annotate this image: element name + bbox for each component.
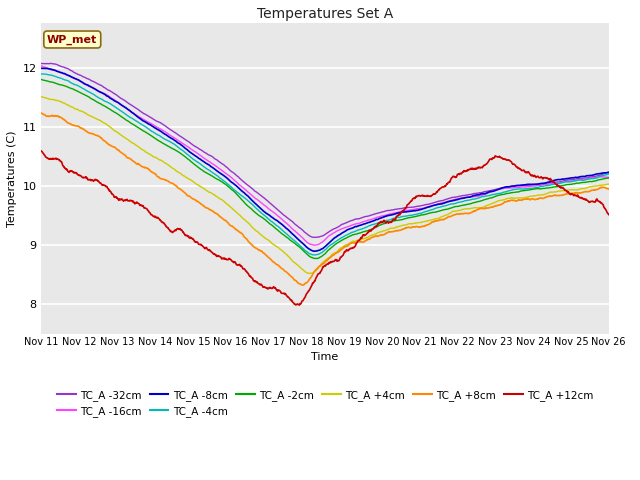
TC_A -32cm (105, 87, 113, 93)
TC_A +4cm (81, 110, 89, 116)
Y-axis label: Temperatures (C): Temperatures (C) (7, 131, 17, 227)
TC_A -4cm (81, 87, 89, 93)
TC_A -2cm (314, 256, 321, 262)
TC_A -4cm (278, 227, 286, 233)
TC_A -16cm (605, 174, 612, 180)
TC_A -8cm (361, 221, 369, 227)
Line: TC_A +8cm: TC_A +8cm (42, 113, 609, 285)
TC_A -4cm (605, 171, 612, 177)
TC_A +8cm (290, 276, 298, 282)
TC_A -32cm (38, 60, 45, 66)
Line: TC_A -16cm: TC_A -16cm (42, 66, 609, 245)
TC_A +8cm (104, 142, 112, 147)
TC_A -2cm (605, 175, 612, 181)
TC_A -32cm (47, 60, 55, 66)
TC_A +4cm (300, 268, 308, 274)
Text: WP_met: WP_met (47, 35, 97, 45)
TC_A -8cm (310, 248, 317, 254)
TC_A -2cm (290, 240, 298, 245)
TC_A +8cm (605, 186, 612, 192)
Legend: TC_A -32cm, TC_A -16cm, TC_A -8cm, TC_A -4cm, TC_A -2cm, TC_A +4cm, TC_A +8cm, T: TC_A -32cm, TC_A -16cm, TC_A -8cm, TC_A … (53, 385, 597, 421)
TC_A +12cm (301, 295, 308, 301)
TC_A +12cm (104, 187, 112, 192)
TC_A -2cm (38, 77, 45, 83)
TC_A +12cm (278, 290, 286, 296)
TC_A -4cm (104, 100, 112, 106)
TC_A +4cm (307, 271, 314, 276)
TC_A -8cm (605, 170, 612, 176)
TC_A -16cm (81, 81, 89, 87)
Line: TC_A +4cm: TC_A +4cm (42, 97, 609, 274)
Title: Temperatures Set A: Temperatures Set A (257, 7, 393, 21)
TC_A +4cm (38, 94, 45, 100)
TC_A -4cm (361, 225, 369, 231)
TC_A +4cm (104, 123, 112, 129)
TC_A -16cm (300, 237, 308, 242)
TC_A +4cm (278, 248, 286, 253)
TC_A +12cm (38, 148, 45, 154)
Line: TC_A -4cm: TC_A -4cm (42, 74, 609, 255)
TC_A -4cm (300, 247, 308, 252)
TC_A -32cm (82, 75, 90, 81)
TC_A -8cm (82, 82, 90, 87)
TC_A -16cm (104, 93, 112, 99)
TC_A -16cm (38, 63, 45, 69)
TC_A -4cm (290, 237, 298, 243)
TC_A +8cm (38, 110, 45, 116)
TC_A -4cm (310, 252, 317, 258)
TC_A +8cm (81, 128, 89, 133)
Line: TC_A +12cm: TC_A +12cm (42, 151, 609, 305)
TC_A -32cm (278, 211, 286, 217)
TC_A +8cm (361, 238, 369, 244)
Line: TC_A -8cm: TC_A -8cm (42, 68, 609, 251)
TC_A -8cm (105, 94, 113, 100)
TC_A -4cm (38, 71, 45, 77)
TC_A -2cm (278, 231, 286, 237)
TC_A +8cm (278, 266, 286, 272)
TC_A +12cm (81, 175, 89, 181)
TC_A -8cm (291, 233, 298, 239)
TC_A -32cm (605, 169, 612, 175)
Line: TC_A -2cm: TC_A -2cm (42, 80, 609, 259)
TC_A +12cm (605, 212, 612, 217)
TC_A -8cm (301, 242, 308, 248)
TC_A -32cm (312, 234, 319, 240)
TC_A +12cm (361, 232, 369, 238)
TC_A -2cm (300, 249, 308, 254)
TC_A +4cm (290, 260, 298, 265)
TC_A +8cm (301, 281, 308, 287)
TC_A +4cm (605, 181, 612, 187)
TC_A -32cm (301, 229, 308, 235)
TC_A -16cm (278, 216, 286, 222)
Line: TC_A -32cm: TC_A -32cm (42, 63, 609, 237)
TC_A -16cm (361, 218, 369, 224)
TC_A -2cm (104, 106, 112, 111)
TC_A +12cm (295, 302, 303, 308)
TC_A +4cm (361, 235, 369, 241)
TC_A +8cm (300, 282, 307, 288)
TC_A -2cm (361, 228, 369, 234)
TC_A -8cm (38, 65, 45, 71)
TC_A -8cm (278, 222, 286, 228)
TC_A -8cm (40, 65, 47, 71)
TC_A -16cm (290, 228, 298, 233)
X-axis label: Time: Time (312, 352, 339, 362)
TC_A +12cm (290, 300, 298, 306)
TC_A -32cm (361, 214, 369, 219)
TC_A -16cm (310, 242, 318, 248)
TC_A -32cm (291, 220, 298, 226)
TC_A -2cm (81, 92, 89, 98)
